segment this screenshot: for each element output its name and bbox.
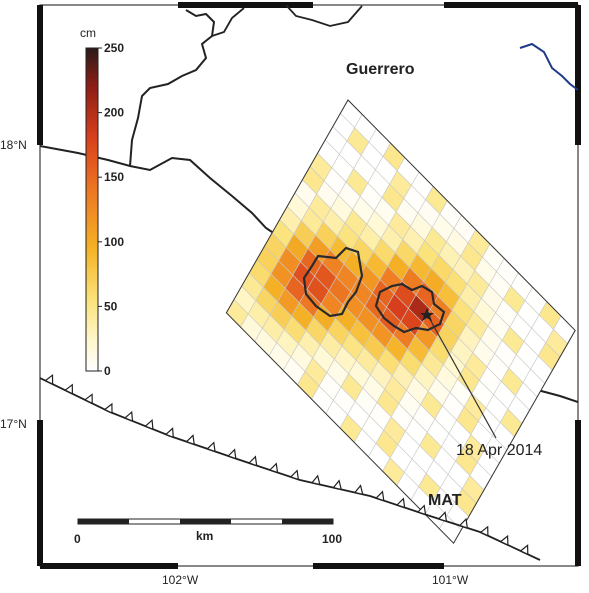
trench-tooth-icon bbox=[206, 441, 216, 453]
trench-tooth-icon bbox=[395, 497, 406, 509]
trench-tooth-icon bbox=[289, 469, 300, 481]
trench-tooth-icon bbox=[164, 427, 174, 439]
trench-tooth-icon bbox=[375, 490, 385, 502]
trench-tooth-icon bbox=[458, 517, 469, 529]
trench-tooth-icon bbox=[83, 393, 93, 405]
trench-tooth-icon bbox=[227, 448, 237, 460]
lon-label-102: 102°W bbox=[162, 573, 199, 587]
trench-tooth-icon bbox=[44, 374, 54, 386]
trench-tooth-icon bbox=[479, 525, 489, 537]
scale-tick-100: 100 bbox=[322, 532, 342, 546]
scale-bar: 0 km 100 bbox=[74, 518, 342, 546]
colorbar-tick-label: 50 bbox=[104, 299, 118, 313]
trench-label: MAT bbox=[428, 492, 462, 509]
state-border bbox=[211, 5, 363, 37]
colorbar-tick-label: 150 bbox=[104, 170, 124, 184]
region-label: Guerrero bbox=[346, 61, 415, 78]
colorbar-tick-label: 200 bbox=[104, 106, 124, 120]
trench-tooth-icon bbox=[185, 434, 195, 446]
colorbar-unit: cm bbox=[80, 26, 96, 40]
trench-tooth-icon bbox=[519, 544, 529, 556]
trench-tooth-icon bbox=[268, 462, 279, 474]
slip-grid bbox=[225, 99, 576, 545]
high-slip-contour bbox=[374, 282, 446, 334]
trench-tooth-icon bbox=[144, 418, 154, 431]
trench-tooth-icon bbox=[499, 534, 509, 546]
scale-unit: km bbox=[196, 529, 213, 543]
trench-tooth-icon bbox=[247, 455, 258, 467]
colorbar-tick-label: 0 bbox=[104, 364, 111, 378]
colorbar-tick-label: 250 bbox=[104, 41, 124, 55]
lon-label-101: 101°W bbox=[432, 573, 469, 587]
trench-tooth-icon bbox=[332, 479, 343, 491]
trench-tooth-icon bbox=[123, 410, 134, 422]
trench-tooth-icon bbox=[103, 402, 113, 414]
fault-plane-outline bbox=[225, 99, 576, 545]
event-label: 18 Apr 2014 bbox=[456, 442, 542, 459]
trench-tooth-icon bbox=[416, 504, 427, 516]
map-frame bbox=[37, 2, 581, 569]
lat-label-18: 18°N bbox=[0, 138, 27, 152]
trench-line bbox=[40, 374, 541, 561]
coastline-inlet bbox=[129, 9, 216, 167]
high-slip-contour bbox=[302, 246, 364, 318]
event-star-icon bbox=[420, 308, 434, 321]
trench-tooth-icon bbox=[353, 484, 364, 496]
lat-label-17: 17°N bbox=[0, 417, 27, 431]
trench-tooth-icon bbox=[310, 474, 321, 486]
colorbar: cm 250 200 150 100 50 0 bbox=[80, 26, 124, 378]
trench-tooth-icon bbox=[64, 383, 74, 395]
scale-tick-0: 0 bbox=[74, 532, 81, 546]
event-pointer bbox=[426, 313, 497, 439]
trench-tooth-icon bbox=[437, 511, 448, 523]
colorbar-tick-label: 100 bbox=[104, 235, 124, 249]
river bbox=[519, 42, 578, 91]
